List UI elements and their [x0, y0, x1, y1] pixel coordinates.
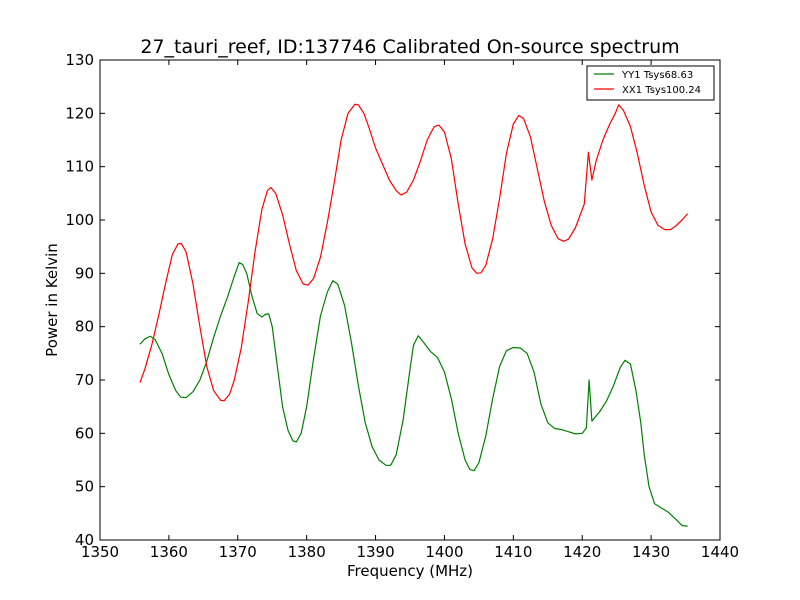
legend: YY1 Tsys68.63 XX1 Tsys100.24	[586, 65, 715, 101]
x-tick-label: 1440	[701, 543, 739, 561]
y-tick-label: 40	[75, 531, 94, 549]
y-tick-label: 60	[75, 424, 94, 442]
y-axis-title: Power in Kelvin	[43, 243, 61, 357]
x-tick-label: 1390	[356, 543, 394, 561]
x-tick-label: 1420	[563, 543, 601, 561]
y-tick-label: 70	[75, 371, 94, 389]
y-tick-label: 110	[65, 158, 94, 176]
plot-frame	[99, 59, 721, 541]
y-tick-label: 90	[75, 264, 94, 282]
y-tick-label: 80	[75, 318, 94, 336]
chart-title: 27_tauri_reef, ID:137746 Calibrated On-s…	[140, 36, 679, 58]
legend-box	[586, 65, 715, 101]
plot-area: 1350 1360 1370 1380 1390 1400 1410 1420 1430 1440…	[65, 51, 739, 561]
y-tick-label: 100	[65, 211, 94, 229]
x-tick-label: 1410	[494, 543, 532, 561]
x-tick-label: 1400	[425, 543, 463, 561]
series-layer	[139, 103, 689, 527]
x-tick-label: 1380	[288, 543, 326, 561]
x-tick-label: 1430	[632, 543, 670, 561]
y-tick-label: 130	[65, 51, 94, 69]
legend-label-xx1: XX1 Tsys100.24	[622, 85, 701, 96]
x-tick-label: 1350	[81, 543, 119, 561]
x-tick-label: 1360	[150, 543, 188, 561]
x-axis-title: Frequency (MHz)	[347, 562, 473, 580]
x-tick-label: 1370	[219, 543, 257, 561]
tick-layer: 1350 1360 1370 1380 1390 1400 1410 1420 1430 1440…	[65, 51, 739, 561]
y-tick-label: 50	[75, 478, 94, 496]
y-tick-label: 120	[65, 104, 94, 122]
series-line-yy1	[139, 262, 688, 527]
series-line-xx1	[139, 103, 689, 402]
legend-label-yy1: YY1 Tsys68.63	[621, 70, 693, 81]
